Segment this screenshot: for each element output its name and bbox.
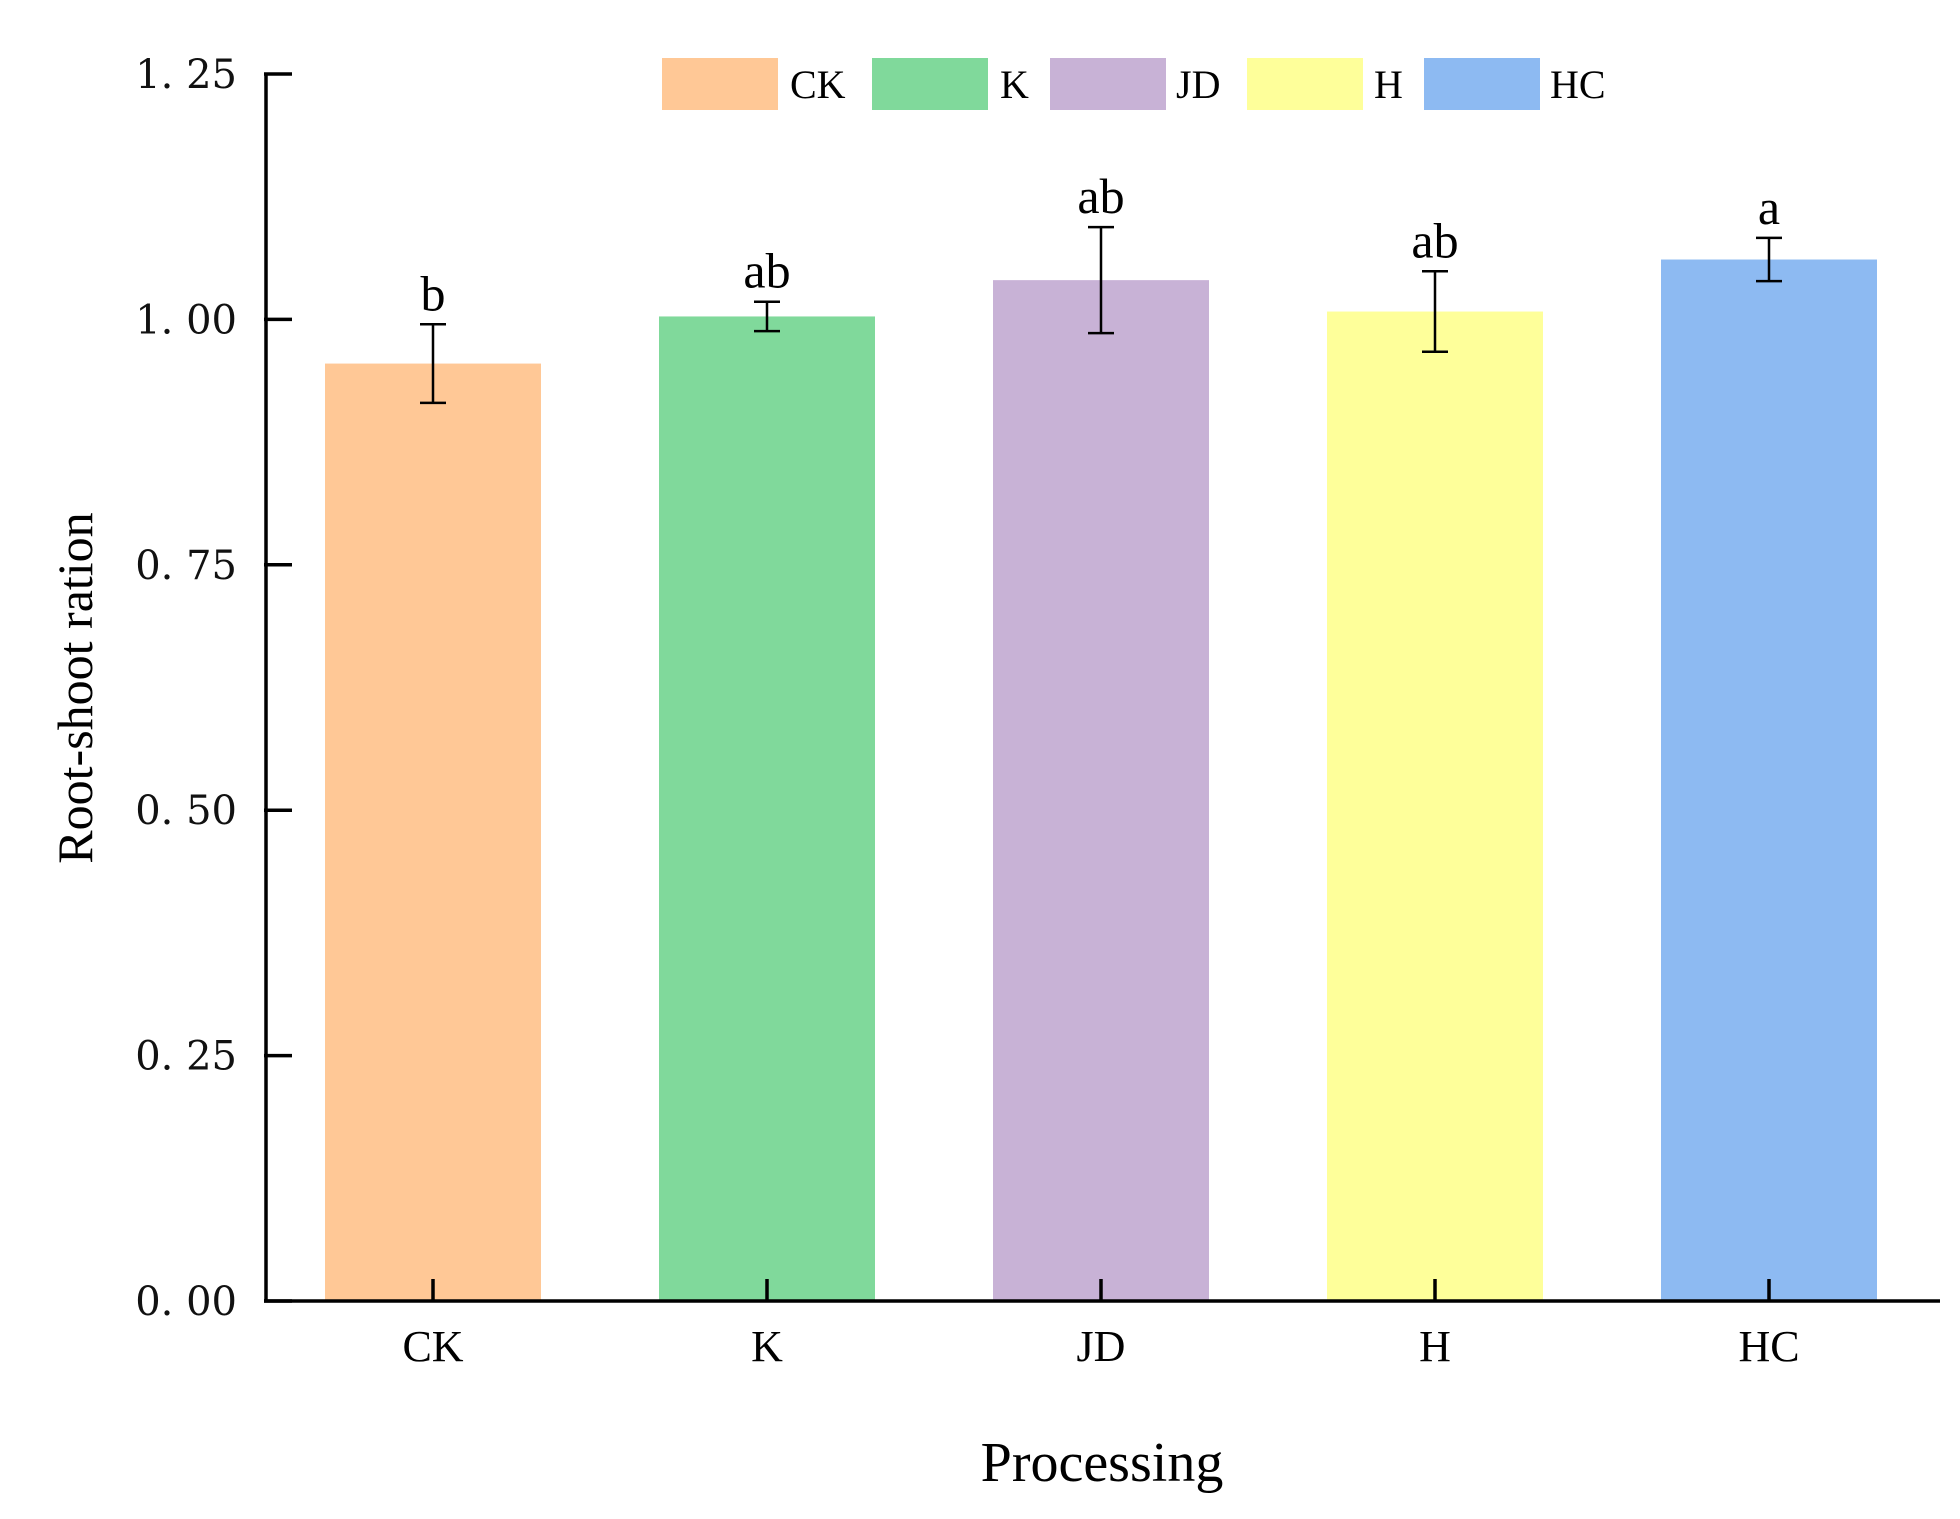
x-tick-label-k: K xyxy=(751,1322,783,1371)
y-tick-label-1: 0. 25 xyxy=(135,1034,237,1080)
error-bar-h xyxy=(1422,270,1448,354)
error-bar-ck xyxy=(420,323,446,405)
legend-label-jd: JD xyxy=(1176,62,1220,107)
y-ticks-layer: 0. 00 0. 25 0. 50 0. 75 1. 00 1. 25 xyxy=(135,52,292,1325)
y-axis-label: Root-shoot ration xyxy=(47,512,103,863)
error-bar-hc xyxy=(1756,236,1782,283)
error-bar-jd xyxy=(1088,225,1114,335)
error-bar-k xyxy=(754,300,780,333)
legend-swatch-ck xyxy=(662,58,778,110)
y-tick-label-0: 0. 00 xyxy=(135,1279,237,1325)
bar-ck xyxy=(325,363,541,1301)
legend-swatch-h xyxy=(1247,58,1363,110)
legend-swatch-k xyxy=(872,58,988,110)
x-tick-label-jd: JD xyxy=(1077,1322,1126,1371)
legend-label-k: K xyxy=(1000,62,1029,107)
legend-swatch-hc xyxy=(1424,58,1540,110)
significance-label-jd: ab xyxy=(1077,168,1124,224)
y-tick-label-5: 1. 25 xyxy=(135,52,237,98)
bar-h xyxy=(1327,311,1543,1301)
significance-label-ck: b xyxy=(421,265,446,321)
significance-label-h: ab xyxy=(1411,212,1458,268)
x-tick-label-ck: CK xyxy=(402,1322,463,1371)
significance-layer: b ab ab ab a xyxy=(421,168,1781,321)
bar-hc xyxy=(1661,259,1877,1301)
bars-layer xyxy=(325,259,1877,1301)
error-bars-layer xyxy=(420,225,1782,405)
x-tick-label-hc: HC xyxy=(1738,1322,1799,1371)
x-tick-label-h: H xyxy=(1419,1322,1451,1371)
legend-swatch-jd xyxy=(1050,58,1166,110)
x-ticks-layer: CK K JD H HC xyxy=(402,1279,1800,1371)
legend-label-hc: HC xyxy=(1550,62,1606,107)
y-tick-label-3: 0. 75 xyxy=(135,543,237,589)
bar-jd xyxy=(993,280,1209,1301)
significance-label-k: ab xyxy=(743,243,790,299)
y-tick-label-4: 1. 00 xyxy=(135,297,237,343)
significance-label-hc: a xyxy=(1758,179,1780,235)
legend-label-h: H xyxy=(1374,62,1403,107)
legend: CK K JD H HC xyxy=(662,58,1606,110)
y-tick-label-2: 0. 50 xyxy=(135,788,237,834)
x-axis-label: Processing xyxy=(981,1432,1224,1494)
legend-label-ck: CK xyxy=(790,62,846,107)
bar-k xyxy=(659,316,875,1301)
